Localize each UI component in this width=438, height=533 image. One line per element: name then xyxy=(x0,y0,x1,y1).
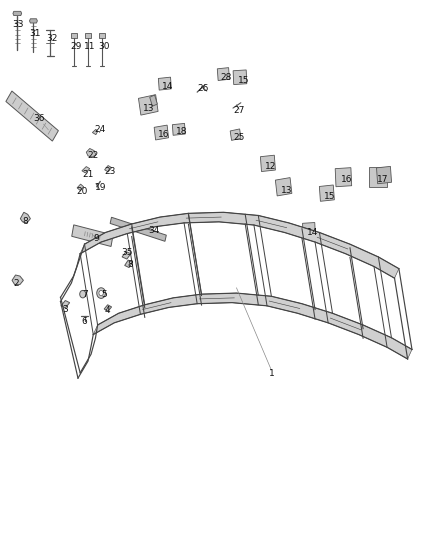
Polygon shape xyxy=(80,212,399,278)
Text: 17: 17 xyxy=(378,175,389,184)
Text: 13: 13 xyxy=(143,103,155,112)
Text: 7: 7 xyxy=(82,290,88,299)
Polygon shape xyxy=(138,95,158,115)
Text: 25: 25 xyxy=(233,133,244,142)
Circle shape xyxy=(80,290,86,298)
Polygon shape xyxy=(122,252,131,259)
Text: 20: 20 xyxy=(76,187,88,196)
Polygon shape xyxy=(303,222,315,236)
Polygon shape xyxy=(261,155,276,172)
Text: 6: 6 xyxy=(81,317,88,326)
Polygon shape xyxy=(125,260,133,268)
Text: 26: 26 xyxy=(198,84,209,93)
Text: 9: 9 xyxy=(93,234,99,243)
FancyBboxPatch shape xyxy=(99,33,105,38)
Text: 11: 11 xyxy=(84,42,95,51)
Polygon shape xyxy=(369,167,387,187)
Text: 28: 28 xyxy=(220,72,232,82)
Polygon shape xyxy=(154,125,169,140)
Text: 2: 2 xyxy=(14,279,19,288)
Polygon shape xyxy=(276,177,292,196)
Polygon shape xyxy=(93,293,412,359)
Text: 19: 19 xyxy=(95,183,106,192)
Polygon shape xyxy=(150,95,157,106)
Text: 18: 18 xyxy=(176,127,187,136)
Polygon shape xyxy=(82,166,90,173)
Polygon shape xyxy=(110,217,166,241)
Text: 4: 4 xyxy=(104,305,110,314)
Text: 36: 36 xyxy=(33,114,45,123)
Text: 1: 1 xyxy=(268,369,274,378)
FancyBboxPatch shape xyxy=(85,33,91,38)
Polygon shape xyxy=(77,184,84,190)
Text: 14: 14 xyxy=(162,82,173,91)
Polygon shape xyxy=(377,166,392,184)
Polygon shape xyxy=(104,305,112,311)
Text: 27: 27 xyxy=(233,106,244,115)
Text: 5: 5 xyxy=(101,290,106,299)
Text: 22: 22 xyxy=(88,151,99,160)
Polygon shape xyxy=(230,129,241,140)
Circle shape xyxy=(99,290,103,296)
Text: 23: 23 xyxy=(104,167,116,176)
Text: 34: 34 xyxy=(148,226,160,235)
Text: 8: 8 xyxy=(127,260,133,269)
Text: 3: 3 xyxy=(63,304,68,313)
Text: 13: 13 xyxy=(280,186,292,195)
Polygon shape xyxy=(233,70,247,85)
Polygon shape xyxy=(335,168,352,187)
Text: 24: 24 xyxy=(95,125,106,134)
Text: 15: 15 xyxy=(324,192,336,201)
Text: 8: 8 xyxy=(23,217,28,227)
Text: 33: 33 xyxy=(12,20,24,29)
Text: 35: 35 xyxy=(122,248,133,257)
Text: 30: 30 xyxy=(98,42,110,51)
Text: 14: 14 xyxy=(307,228,318,237)
Polygon shape xyxy=(72,225,113,246)
Polygon shape xyxy=(86,149,96,157)
Polygon shape xyxy=(173,124,185,135)
Polygon shape xyxy=(12,275,23,285)
Text: 12: 12 xyxy=(265,162,276,171)
Text: 15: 15 xyxy=(238,76,249,85)
Text: 29: 29 xyxy=(70,42,81,51)
Text: 16: 16 xyxy=(158,130,170,139)
Circle shape xyxy=(97,288,106,298)
Polygon shape xyxy=(217,68,230,80)
Polygon shape xyxy=(13,11,21,15)
Polygon shape xyxy=(20,212,30,223)
Text: 16: 16 xyxy=(341,175,353,184)
Polygon shape xyxy=(61,301,70,308)
Polygon shape xyxy=(6,91,58,141)
Polygon shape xyxy=(319,185,334,201)
Text: 31: 31 xyxy=(29,29,40,38)
Polygon shape xyxy=(92,130,98,135)
Polygon shape xyxy=(29,19,37,23)
Polygon shape xyxy=(105,165,112,172)
Text: 32: 32 xyxy=(46,35,58,44)
FancyBboxPatch shape xyxy=(71,33,77,38)
Polygon shape xyxy=(159,77,171,90)
Text: 21: 21 xyxy=(82,170,94,179)
